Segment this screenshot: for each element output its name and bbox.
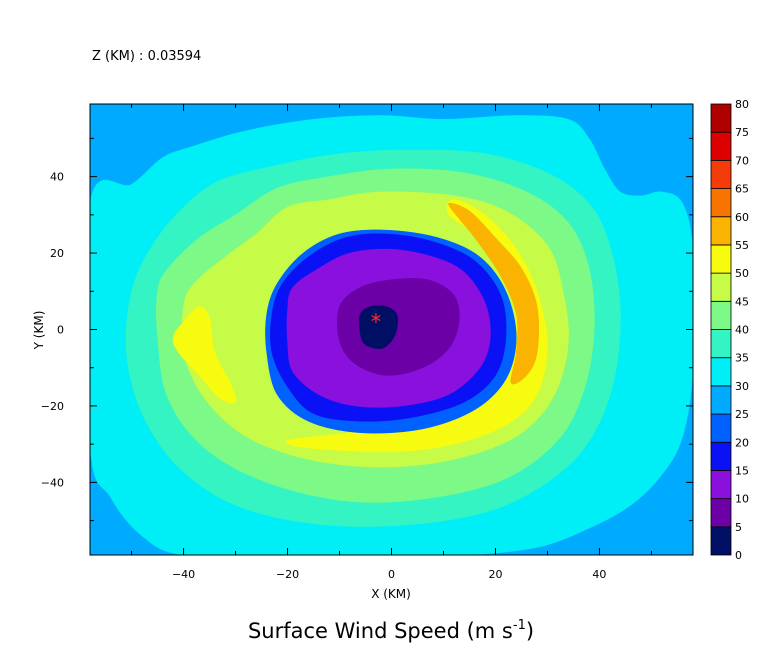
- contour-band-50-55: [172, 306, 237, 404]
- chart-title-unit: m s: [475, 619, 513, 643]
- colorbar-level-label: 65: [735, 183, 749, 196]
- colorbar-segment-60: [710, 188, 732, 218]
- colorbar-segment-50: [710, 244, 732, 274]
- x-tick-labels: −40 −20 0 20 40: [172, 568, 606, 581]
- colorbar-segment-40: [710, 300, 732, 330]
- axis-ticks: [90, 104, 693, 555]
- x-axis-label: X (KM): [371, 587, 411, 601]
- colorbar-level-label: 50: [735, 267, 749, 280]
- y-tick-label: 0: [57, 324, 64, 337]
- chart-title-unit-close: ): [526, 619, 534, 643]
- colorbar-level-label: 75: [735, 126, 749, 139]
- colorbar-segment-15: [710, 441, 732, 471]
- colorbar-level-label: 45: [735, 295, 749, 308]
- header-label: Z (KM) : 0.03594: [92, 49, 201, 64]
- colorbar-level-label: 25: [735, 408, 749, 421]
- contour-band-5-10: [337, 278, 460, 376]
- y-tick-label: −20: [41, 400, 64, 413]
- colorbar-segment-5: [710, 498, 732, 528]
- x-tick-label: −20: [276, 568, 299, 581]
- colorbar-segment-45: [710, 272, 732, 302]
- colorbar-level-label: 5: [735, 521, 742, 534]
- y-tick-label: −40: [41, 476, 64, 489]
- colorbar-segment-0: [710, 526, 732, 556]
- colorbar-level-label: 80: [735, 98, 749, 111]
- colorbar-segment-35: [710, 329, 732, 359]
- colorbar-segment-75: [710, 103, 732, 133]
- colorbar-level-label: 30: [735, 380, 749, 393]
- x-tick-label: 40: [592, 568, 606, 581]
- chart-title-unit-open: (: [460, 619, 475, 643]
- y-axis-label: Y (KM): [32, 311, 46, 351]
- colorbar-segment-20: [710, 413, 732, 443]
- y-tick-label: 40: [50, 171, 64, 184]
- y-tick-labels: −40 −20 0 20 40: [41, 171, 64, 490]
- colorbar-level-label: 40: [735, 324, 749, 337]
- colorbar-segment-65: [710, 159, 732, 189]
- colorbar-level-label: 35: [735, 352, 749, 365]
- colorbar-level-label: 20: [735, 436, 749, 449]
- chart-title-unit-exponent: -1: [513, 618, 526, 633]
- center-marker-layer: [371, 313, 381, 324]
- colorbar-level-label: 60: [735, 211, 749, 224]
- colorbar-labels: 0 5 10 15 20 25 30 35 40 45 50 55 60 65 70 75 80: [735, 98, 749, 562]
- colorbar-level-label: 0: [735, 549, 742, 562]
- center-marker-stroke: [371, 315, 381, 322]
- colorbar-level-label: 55: [735, 239, 749, 252]
- colorbar: [710, 103, 732, 556]
- contour-band-55-60: [448, 202, 539, 385]
- colorbar-segment-25: [710, 385, 732, 415]
- x-tick-label: −40: [172, 568, 195, 581]
- colorbar-level-label: 10: [735, 493, 749, 506]
- colorbar-segment-55: [710, 216, 732, 246]
- y-tick-label: 20: [50, 247, 64, 260]
- colorbar-level-label: 70: [735, 154, 749, 167]
- x-tick-label: 0: [388, 568, 395, 581]
- chart-title-main: Surface Wind Speed: [248, 619, 460, 643]
- colorbar-level-label: 15: [735, 464, 749, 477]
- x-tick-label: 20: [488, 568, 502, 581]
- contour-band-0-5: [359, 305, 398, 349]
- colorbar-segment-30: [710, 357, 732, 387]
- colorbar-segment-10: [710, 470, 732, 500]
- chart-title: Surface Wind Speed (m s-1): [248, 618, 534, 643]
- contour-plot-area: [90, 104, 693, 555]
- colorbar-segment-70: [710, 131, 732, 161]
